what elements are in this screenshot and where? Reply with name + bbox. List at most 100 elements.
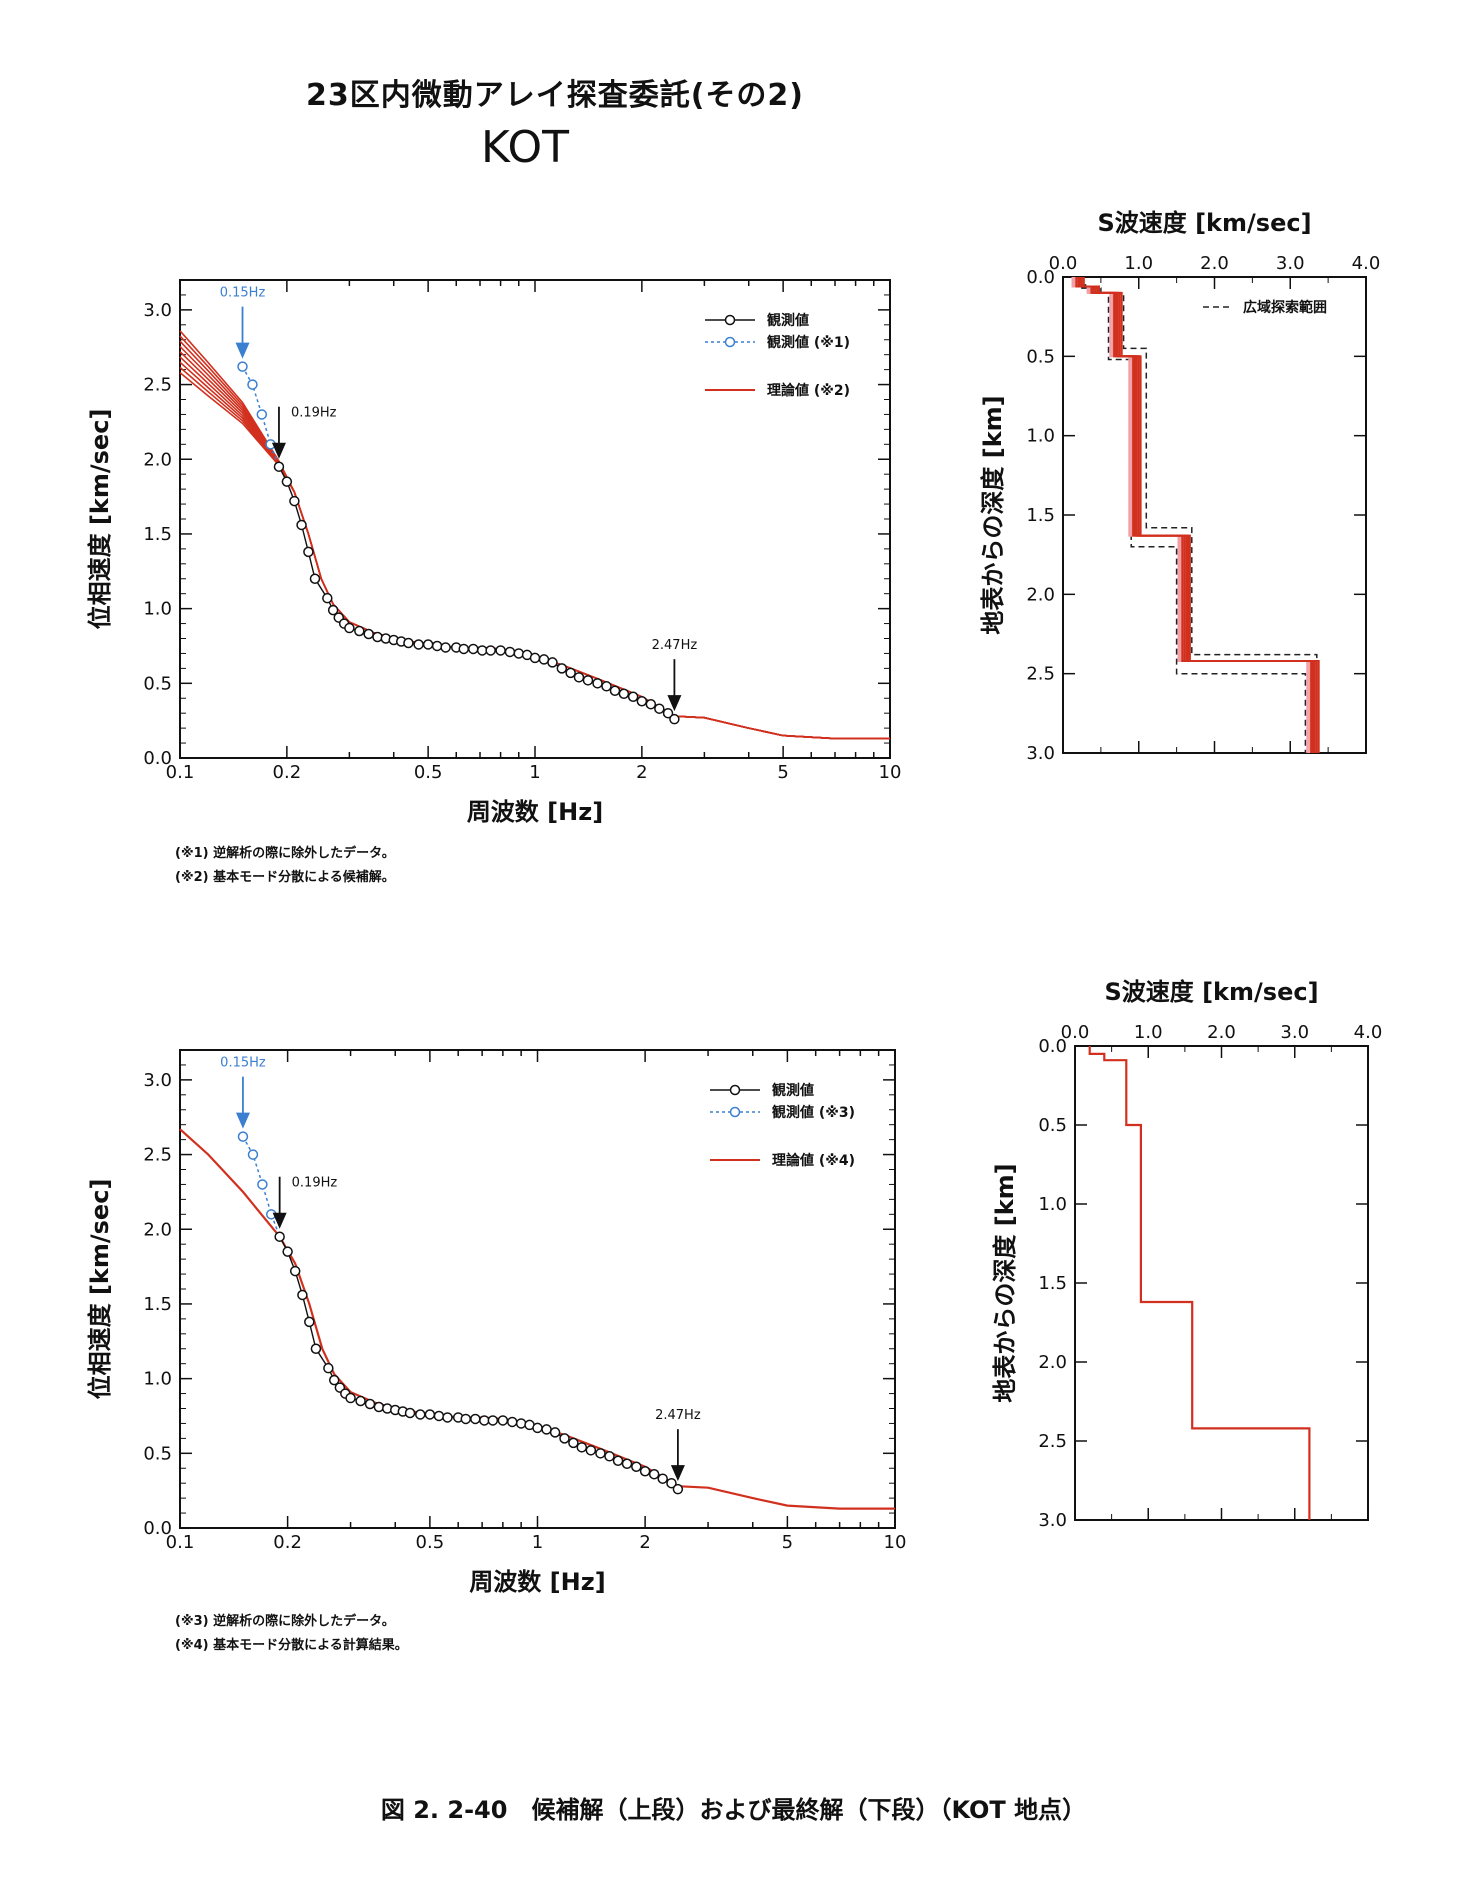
disp0-excluded-line	[241, 366, 280, 467]
disp1-observed-point	[297, 1289, 308, 1301]
disp1-y-tick-label: 1.0	[143, 1369, 172, 1390]
vs1-x-tick-label: 2.0	[1207, 1022, 1236, 1043]
vs1-y-tick-label: 1.0	[1038, 1194, 1067, 1215]
disp1-observed-point	[304, 1316, 315, 1328]
disp1-annotation-arrowhead	[235, 1112, 250, 1129]
disp1-legend-excluded-label: 観測値 (※3)	[772, 1104, 855, 1121]
disp0-observed-point	[573, 672, 585, 683]
disp0-observed-point	[618, 688, 630, 700]
disp1-observed-point	[657, 1473, 668, 1484]
disp1-observed-point	[274, 1231, 285, 1242]
disp0-x-tick-label: 10	[879, 762, 902, 783]
disp1-observed-point	[639, 1465, 651, 1477]
disp0-annotation-arrowhead	[271, 442, 286, 459]
disp1-y-tick-label: 2.5	[143, 1145, 172, 1166]
disp0-observed-point	[547, 657, 558, 668]
disp0-theory-candidate-line	[179, 351, 890, 740]
disp0-excluded-point	[237, 361, 248, 372]
report-title: 23区内微動アレイ探査委託(その2)	[305, 78, 805, 113]
disp1-observed-point	[507, 1416, 518, 1428]
vs0-y-axis-label: 地表からの深度 [km]	[979, 395, 1007, 634]
disp0-observed-point	[476, 645, 488, 656]
vs0-legend-range-label: 広域探索範囲	[1243, 299, 1327, 316]
vs0-y-tick-label: 1.5	[1026, 505, 1055, 526]
disp0-observed-point	[333, 612, 344, 623]
vs0-candidate-profile	[1077, 277, 1314, 753]
vs1-y-tick-label: 1.5	[1038, 1273, 1067, 1294]
disp0-theory-candidate-line	[179, 361, 890, 740]
disp1-excluded-line	[242, 1136, 281, 1237]
disp1-observed-point	[487, 1415, 499, 1426]
disp1-x-tick-label: 0.1	[166, 1532, 195, 1553]
disp0-y-axis-label: 位相速度 [km/sec]	[86, 409, 114, 630]
disp0-observed-point	[485, 645, 496, 656]
disp1-annotation-label: 0.15Hz	[220, 1056, 266, 1071]
disp1-observed-point	[340, 1388, 351, 1399]
disp1-observed-point	[595, 1448, 606, 1459]
vs0-x-tick-label: 2.0	[1200, 253, 1229, 274]
disp1-observed-point	[397, 1406, 409, 1417]
disp0-observed-point	[468, 643, 479, 655]
disp1-observed-point	[666, 1477, 677, 1489]
disp1-observed-point	[328, 1374, 340, 1386]
disp0-observed-point	[303, 546, 314, 558]
disp0-plot-frame	[179, 279, 891, 759]
disp1-excluded-point	[257, 1179, 268, 1190]
note-2: (※2) 基本モード分散による候補解。	[175, 870, 395, 885]
disp1-x-tick-label: 1	[532, 1532, 543, 1553]
disp0-excluded-point	[265, 439, 276, 450]
disp0-observed-point	[538, 654, 550, 665]
disp1-annotation-arrowhead	[272, 1212, 287, 1229]
disp0-observed-point	[380, 633, 392, 644]
disp1-x-tick-label: 10	[884, 1532, 907, 1553]
disp0-observed-point	[403, 637, 414, 649]
vs0-search-range-low	[1077, 277, 1307, 753]
disp1-observed-point	[549, 1427, 561, 1438]
disp0-observed-point	[431, 640, 443, 652]
vs1-y-tick-label: 2.0	[1038, 1352, 1067, 1373]
disp0-observed-point	[396, 636, 407, 647]
disp1-y-tick-label: 0.0	[143, 1518, 172, 1539]
disp1-x-tick-label: 0.5	[416, 1532, 445, 1553]
disp1-observed-point	[452, 1412, 464, 1423]
figure-caption: 図 2. 2-40 候補解（上段）および最終解（下段）（KOT 地点）	[380, 1796, 1087, 1824]
disp0-observed-point	[338, 618, 350, 629]
disp0-y-tick-label: 2.0	[143, 449, 172, 470]
disp0-observed-line	[278, 466, 675, 720]
disp1-observed-point	[433, 1410, 445, 1422]
disp1-theory-line	[179, 1128, 895, 1510]
disp0-observed-point	[669, 713, 680, 725]
disp0-observed-point	[609, 685, 621, 697]
disp1-observed-point	[631, 1461, 642, 1473]
vs0-candidate-profile	[1075, 277, 1313, 753]
disp0-observed-point	[273, 461, 285, 472]
disp0-observed-point	[289, 495, 300, 507]
vs1-x-tick-label: 0.0	[1061, 1022, 1090, 1043]
note-4: (※4) 基本モード分散による計算結果。	[175, 1638, 408, 1653]
vs0-y-tick-label: 0.5	[1026, 346, 1055, 367]
vs0-x-tick-label: 4.0	[1352, 253, 1381, 274]
disp1-plot-frame	[179, 1049, 896, 1529]
disp1-observed-line	[279, 1236, 679, 1490]
disp1-x-tick-label: 0.2	[273, 1532, 302, 1553]
disp0-legend-theory-label: 理論値 (※2)	[767, 382, 850, 399]
disp1-observed-point	[364, 1398, 376, 1410]
disp0-observed-point	[422, 639, 434, 650]
disp0-observed-point	[582, 675, 594, 686]
vs0-y-tick-label: 0.0	[1026, 267, 1055, 288]
disp0-observed-point	[565, 667, 576, 679]
disp1-excluded-point	[247, 1149, 259, 1160]
disp1-annotation-label: 2.47Hz	[655, 1408, 701, 1423]
disp1-observed-point	[568, 1437, 579, 1449]
disp0-x-tick-label: 1	[529, 762, 540, 783]
disp1-observed-point	[323, 1362, 334, 1374]
disp1-observed-point	[415, 1409, 426, 1420]
disp0-observed-point	[513, 648, 525, 659]
vs0-y-tick-label: 1.0	[1026, 426, 1055, 447]
disp0-theory-candidate-line	[179, 330, 890, 740]
disp0-x-axis-label: 周波数 [Hz]	[467, 798, 603, 826]
note-1: (※1) 逆解析の際に除外したデータ。	[175, 846, 395, 861]
disp1-observed-point	[355, 1395, 366, 1407]
disp0-y-tick-label: 1.5	[143, 524, 172, 545]
